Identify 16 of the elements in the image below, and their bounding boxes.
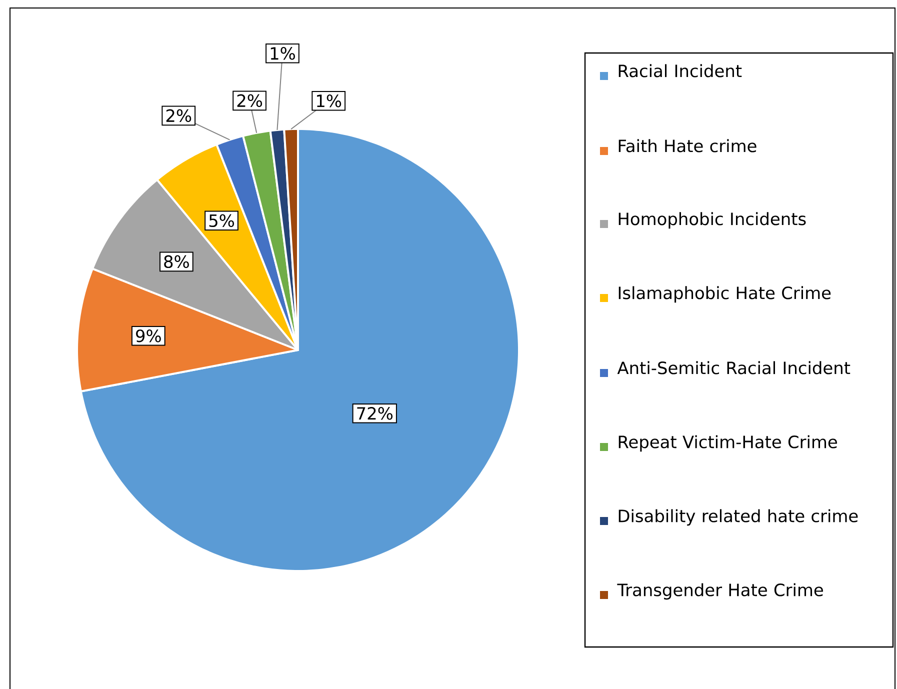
data-label: 9% xyxy=(136,329,161,342)
legend-label: Anti-Semitic Racial Incident xyxy=(617,361,850,374)
data-label: 1% xyxy=(317,94,342,108)
legend-label: Transgender Hate Crime xyxy=(617,583,823,600)
legend-label: Islamaphobic Hate Crime xyxy=(618,286,831,303)
legend-label: Disability related hate crime xyxy=(618,509,858,526)
data-label: 5% xyxy=(209,214,234,228)
legend-label: Repeat Victim-Hate Crime xyxy=(618,435,837,452)
data-label: 2% xyxy=(166,109,192,122)
data-label: 72% xyxy=(357,406,393,420)
data-label: 2% xyxy=(237,94,262,108)
data-label: 8% xyxy=(164,255,189,268)
data-label: 1% xyxy=(270,46,295,60)
legend-label: Racial Incident xyxy=(618,64,742,78)
legend-label: Homophobic Incidents xyxy=(618,212,806,229)
legend-label: Faith Hate crime xyxy=(618,139,756,152)
